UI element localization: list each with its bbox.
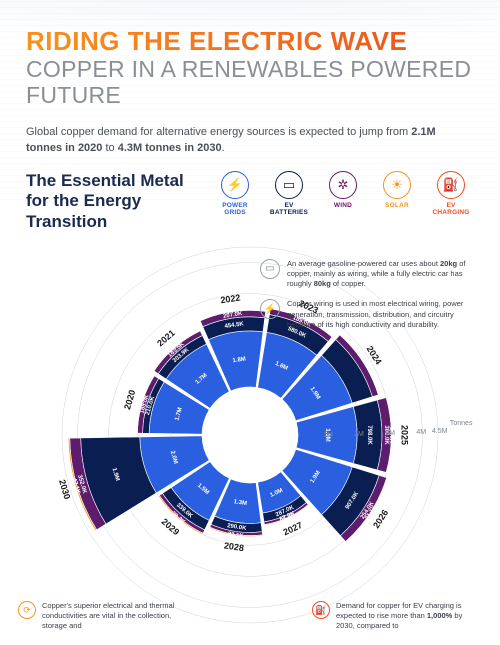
category-grids: ⚡ POWER GRIDS	[212, 171, 258, 216]
footnote-right-text: Demand for copper for EV charging is exp…	[336, 601, 482, 631]
intro-text: Global copper demand for alternative ene…	[26, 124, 446, 157]
axis-tick-1000: 1M	[323, 432, 333, 439]
facts-panel: ▭ An average gasoline-powered car uses a…	[260, 259, 482, 330]
fact-ev-text: An average gasoline-powered car uses abo…	[287, 259, 482, 289]
value-2028-solar: 32.1K	[227, 532, 244, 540]
section-row: The Essential Metal for the Energy Trans…	[26, 171, 474, 232]
axis-tick-2000: 2M	[354, 431, 364, 438]
radial-chart: ▭ An average gasoline-powered car uses a…	[0, 255, 500, 635]
value-2025-ev: 798.0K	[366, 425, 372, 445]
main-title: RIDING THE ELECTRIC WAVE	[26, 28, 474, 55]
axis-tick-4500: 4.5M	[432, 428, 448, 435]
fact-wiring: ⚡ Copper wiring is used in most electric…	[260, 299, 482, 329]
category-wind: ✲ WIND	[320, 171, 366, 216]
category-solar: ☀ SOLAR	[374, 171, 420, 216]
solar-icon: ☀	[383, 171, 411, 199]
intro-pre: Global copper demand for alternative ene…	[26, 126, 411, 138]
axis-tick-4000: 4M	[416, 429, 426, 436]
grids-icon: ⚡	[221, 171, 249, 199]
wind-icon: ✲	[329, 171, 357, 199]
intro-mid: to	[102, 142, 117, 154]
category-charging: ⛽ EV CHARGING	[428, 171, 474, 216]
axis-tick-3000: 3M	[385, 430, 395, 437]
year-label-2030: 2030	[57, 478, 72, 500]
battery-icon: ▭	[260, 259, 280, 279]
year-label-2022: 2022	[220, 293, 241, 306]
subtitle: COPPER IN A RENEWABLES POWERED FUTURE	[26, 57, 474, 108]
grids-label: POWER GRIDS	[212, 202, 258, 216]
fact-wiring-text: Copper wiring is used in most electrical…	[287, 299, 482, 329]
section-title: The Essential Metal for the Energy Trans…	[26, 171, 198, 232]
solar-label: SOLAR	[385, 202, 409, 209]
year-label-2020: 2020	[122, 389, 137, 411]
charger-icon: ⛽	[312, 601, 330, 619]
transmission-icon: ⚡	[260, 299, 280, 319]
header-block: RIDING THE ELECTRIC WAVE COPPER IN A REN…	[0, 0, 500, 232]
year-label-2024: 2024	[365, 344, 384, 366]
recycle-icon: ⟳	[18, 601, 36, 619]
footnote-left: ⟳ Copper's superior electrical and therm…	[18, 601, 188, 631]
fact-ev: ▭ An average gasoline-powered car uses a…	[260, 259, 482, 289]
intro-post: .	[222, 142, 225, 154]
category-icon-row: ⚡ POWER GRIDS ▭ EV BATTERIES ✲ WIND ☀ SOLAR ⛽ EV …	[212, 171, 474, 216]
ev-label: EV BATTERIES	[266, 202, 312, 216]
charging-label: EV CHARGING	[428, 202, 474, 216]
charging-icon: ⛽	[437, 171, 465, 199]
ev-icon: ▭	[275, 171, 303, 199]
footnote-left-text: Copper's superior electrical and thermal…	[42, 601, 188, 631]
footnote-right: ⛽ Demand for copper for EV charging is e…	[312, 601, 482, 631]
year-label-2028: 2028	[223, 540, 244, 553]
intro-b2: 4.3M tonnes in 2030	[118, 142, 222, 154]
axis-unit: Tonnes	[450, 420, 473, 427]
year-label-2025: 2025	[399, 425, 409, 445]
category-ev: ▭ EV BATTERIES	[266, 171, 312, 216]
wind-label: WIND	[334, 202, 352, 209]
